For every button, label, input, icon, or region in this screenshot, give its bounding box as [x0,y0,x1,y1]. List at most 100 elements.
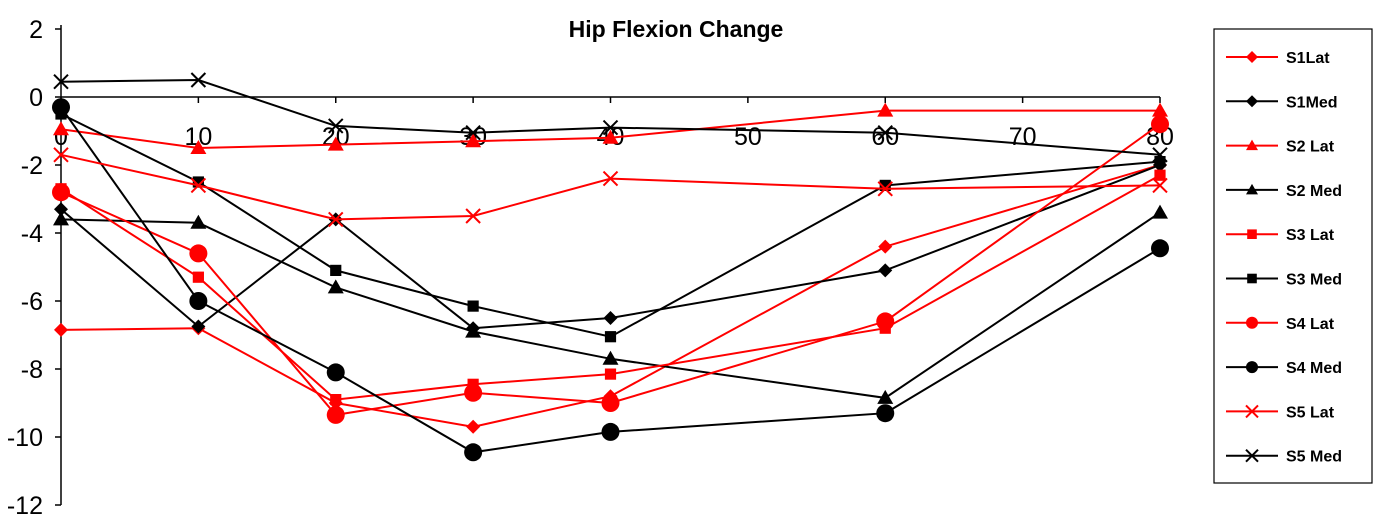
data-point [876,404,895,423]
data-point [467,300,479,312]
data-point [330,264,342,276]
marker-stroke [465,124,481,141]
legend-label: S3 Med [1286,272,1342,289]
legend-item: S2 Med [1226,183,1342,200]
axes: 20-2-4-6-8-10-1201020304050607080 [7,16,1174,520]
chart-title: Hip Flexion Change [569,16,784,42]
data-point [464,443,483,462]
legend-marker [1247,273,1257,284]
y-tick-label: -4 [21,220,43,248]
series-line [60,174,1161,401]
data-point [192,271,204,283]
y-tick-label: -6 [21,288,43,316]
marker-stroke [190,72,207,88]
marker-stroke [1152,177,1168,194]
series-s3-lat [55,169,1166,406]
legend-marker [1246,139,1258,151]
marker-stroke [1245,404,1259,419]
marker-stroke [53,147,69,163]
data-point [52,98,70,117]
data-point [604,368,617,380]
data-point [330,394,342,406]
data-point [189,244,208,263]
data-point [52,183,70,202]
data-point [879,179,891,191]
data-point [328,211,344,228]
legend-item: S4 Lat [1226,316,1335,333]
data-point [1152,204,1168,219]
x-tick-label: 50 [734,123,762,151]
data-point [602,129,619,144]
series-line [60,164,1161,330]
data-point [53,121,69,136]
y-tick-label: -10 [7,424,43,452]
x-tick-label: 60 [871,123,899,151]
y-tick-label: -8 [21,356,43,384]
series-s4-lat [52,115,1169,424]
legend-marker [1245,448,1259,463]
data-point [53,211,69,226]
legend-label: S5 Lat [1286,404,1335,421]
legend-label: S5 Med [1286,449,1342,466]
y-tick-label: 2 [29,16,43,44]
legend-item: S3 Med [1226,272,1342,289]
legend-marker [1246,316,1258,329]
data-point [53,73,69,90]
legend-box [1213,28,1373,484]
data-point [877,124,893,141]
x-tick-label: 70 [1009,123,1037,151]
series-s2-lat [53,102,1168,154]
legend-marker [1246,183,1258,195]
data-point [464,383,483,402]
legend-label: S3 Lat [1286,227,1335,244]
marker-stroke [465,208,481,224]
data-point [327,136,344,151]
data-point [190,214,207,229]
marker-stroke [53,73,69,90]
marker-stroke [1152,147,1168,163]
series-s2-med [53,204,1168,404]
legend-item: S5 Med [1226,449,1342,466]
legend-label: S2 Lat [1286,139,1335,156]
data-point [601,422,620,441]
marker-stroke [328,118,344,134]
data-point [876,312,895,331]
data-point [465,124,481,141]
data-point [604,331,617,343]
marker-stroke [1245,448,1259,463]
data-point [190,72,207,88]
data-point [1154,169,1166,181]
data-point [1151,115,1169,134]
legend-marker [1246,361,1258,374]
data-point [878,263,893,278]
data-point [877,389,894,404]
data-point [601,394,620,412]
legend-label: S4 Med [1286,360,1342,377]
legend-marker [1246,51,1258,63]
data-point [326,363,345,382]
data-point [465,323,482,338]
data-point [190,140,207,154]
data-point [877,102,894,117]
series-s1med [54,158,1167,336]
legend-marker [1245,404,1259,419]
marker-stroke [602,170,619,187]
data-point [1154,156,1166,168]
legend-label: S1Lat [1286,50,1330,67]
marker-stroke [602,119,619,136]
data-point [53,147,69,163]
data-point [465,133,482,148]
legend-label: S4 Lat [1286,316,1335,333]
series-layer [52,72,1169,462]
data-point [54,202,68,217]
legend-item: S3 Lat [1226,227,1335,244]
data-point [191,319,206,334]
data-point [602,119,619,136]
y-tick-label: 0 [29,84,43,112]
data-point [326,405,345,424]
series-s5-med [53,72,1168,163]
series-line [60,153,1161,221]
data-point [328,118,344,134]
data-point [877,181,893,197]
